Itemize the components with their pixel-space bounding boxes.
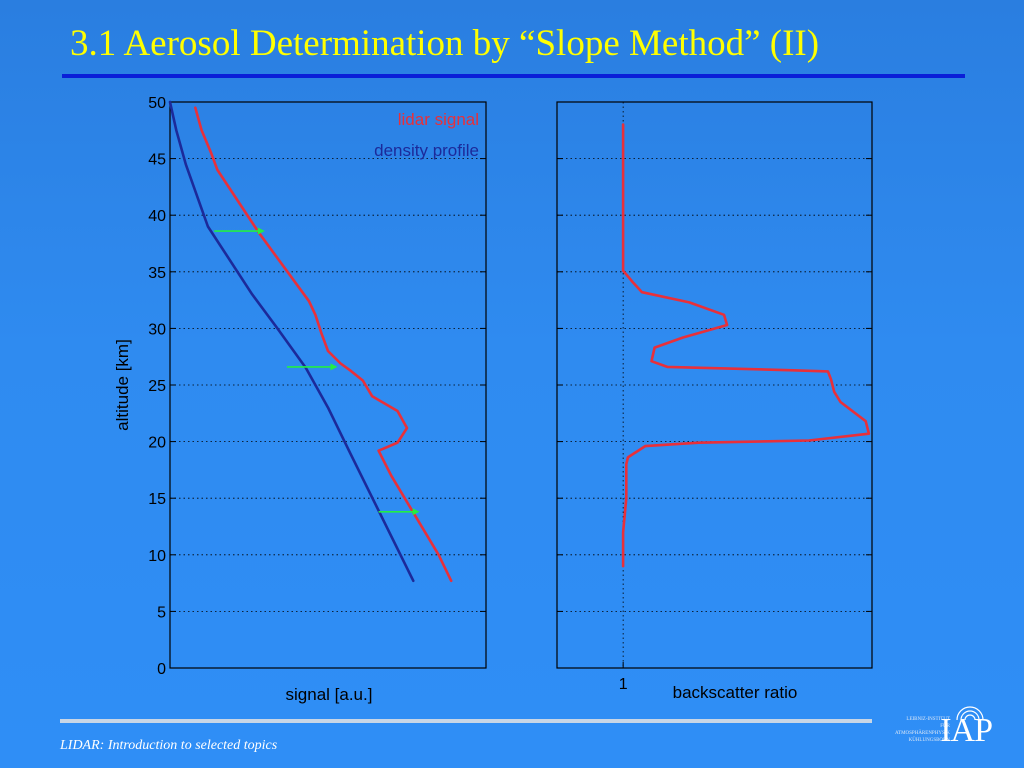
green-arrow-head [412,508,420,516]
chart1-y-tick-label: 20 [148,435,166,452]
chart1-y-axis-label: altitude [km] [113,339,132,431]
chart2-x-axis-label: backscatter ratio [673,683,798,702]
lidar-signal-chart: 0 5 10 15 20 25 30 35 40 45 50 altitude [km] signa… [113,95,487,704]
chart1-y-tick-label: 45 [148,152,166,169]
chart1-arrows [214,227,420,516]
backscatter-ratio-chart: 1 backscatter ratio [556,101,873,702]
title-divider [62,74,965,78]
chart1-y-tick-label: 40 [148,208,166,225]
logo-sun-icon [956,706,984,721]
chart1-gridlines [170,158,486,612]
footer-text: LIDAR: Introduction to selected topics [60,738,278,753]
legend-lidar-signal: lidar signal [398,110,479,129]
chart1-y-tick-label: 35 [148,265,166,282]
chart2-x-tick-label: 1 [619,676,628,693]
footer-divider [60,719,872,723]
green-arrow-head [257,227,265,235]
logo-iap-text: IAP [940,712,993,749]
slide-title: 3.1 Aerosol Determination by “Slope Meth… [70,23,820,64]
chart1-series-lidar-signal [194,106,453,583]
chart2-gridlines [557,102,872,668]
chart1-series-density-profile [168,100,415,583]
chart2-series [621,123,871,568]
green-arrow-head [330,363,338,371]
chart1-y-tick-label: 25 [148,378,166,395]
chart1-x-axis-label: signal [a.u.] [286,685,373,704]
chart1-y-tick-label: 5 [157,604,166,621]
chart2-ticks: 1 [557,158,872,693]
chart1-y-tick-label: 10 [148,548,166,565]
chart1-y-tick-label: 50 [148,95,166,112]
chart1-y-tick-label: 30 [148,321,166,338]
chart1-y-tick-label: 0 [157,661,166,678]
iap-logo: LEIBNIZ-INSTITUT FÜR ATMOSPHÄRENPHYSIK K… [890,700,1006,756]
chart2-series-line [621,123,871,568]
logo-institute-text: LEIBNIZ-INSTITUT FÜR ATMOSPHÄRENPHYSIK K… [894,717,950,743]
legend-density-profile: density profile [374,141,479,160]
chart1-y-tick-label: 15 [148,491,166,508]
chart1-ticks: 0 5 10 15 20 25 30 35 40 45 50 [148,95,486,678]
chart1-series [168,100,453,583]
